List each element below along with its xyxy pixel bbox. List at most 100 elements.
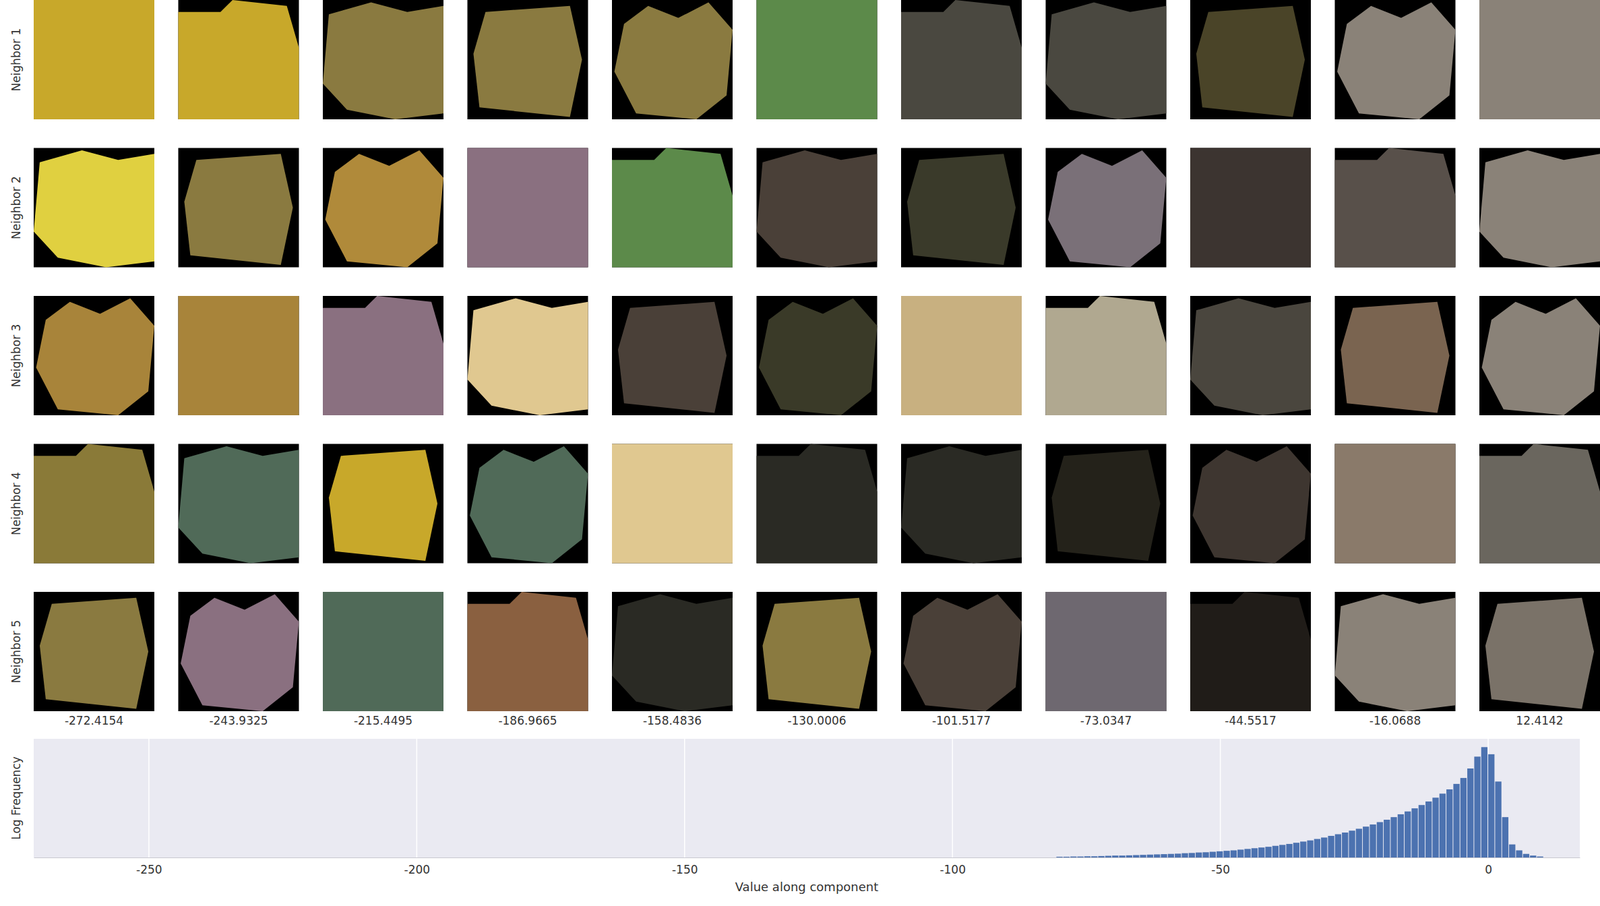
patch-background xyxy=(178,444,300,564)
patch-background xyxy=(1045,444,1167,564)
bar xyxy=(1167,853,1175,858)
bar xyxy=(1536,856,1543,858)
bar xyxy=(1314,839,1321,858)
patch-background xyxy=(1335,591,1456,712)
patch-content xyxy=(611,444,733,564)
patch xyxy=(1335,0,1456,120)
patch-background xyxy=(756,444,878,564)
patch xyxy=(756,0,878,120)
patch xyxy=(322,295,444,416)
patch-background xyxy=(901,591,1022,712)
patch xyxy=(322,591,444,712)
bar xyxy=(1356,828,1363,858)
column-label: -16.0688 xyxy=(1369,713,1421,728)
patch-background xyxy=(467,295,589,416)
patch xyxy=(1479,148,1600,268)
x-tick-label: -200 xyxy=(404,862,431,877)
patch-background xyxy=(1335,148,1456,268)
bar xyxy=(1425,801,1432,858)
bar xyxy=(1160,853,1167,858)
patch-content xyxy=(1190,148,1311,268)
patch-background xyxy=(611,444,733,564)
patch-content xyxy=(1045,591,1167,712)
bar xyxy=(1070,856,1077,858)
patch xyxy=(322,444,444,564)
bar xyxy=(1369,824,1376,858)
x-tick-label: -150 xyxy=(671,862,699,877)
patch-content xyxy=(1479,150,1600,267)
patch xyxy=(1190,0,1311,120)
patch-content xyxy=(1192,446,1311,563)
patch-background xyxy=(756,295,878,416)
patch-background xyxy=(1479,591,1600,712)
patch-background xyxy=(33,444,155,564)
patch-background xyxy=(611,0,733,120)
patch xyxy=(611,0,733,120)
patch-content xyxy=(762,597,871,710)
patch-content xyxy=(322,591,444,712)
patch xyxy=(178,295,300,416)
patch-content xyxy=(1335,594,1456,712)
patch xyxy=(611,148,733,268)
patch-content xyxy=(611,594,733,712)
bar xyxy=(1181,853,1188,858)
x-tick: -250 xyxy=(136,857,163,877)
bar xyxy=(1481,746,1488,858)
patch-content xyxy=(901,0,1022,120)
bar xyxy=(1209,851,1216,858)
column-label: 12.4142 xyxy=(1515,713,1563,728)
bar xyxy=(1383,819,1390,858)
bar xyxy=(1502,816,1509,858)
bar xyxy=(1473,756,1481,858)
bar xyxy=(1063,856,1070,858)
column-label: -243.9325 xyxy=(208,713,268,728)
patch-content xyxy=(611,148,733,268)
patch xyxy=(1045,295,1167,416)
bar xyxy=(1300,841,1307,858)
patch xyxy=(611,444,733,564)
bar xyxy=(1327,835,1334,858)
patch-background xyxy=(178,295,300,416)
bar xyxy=(1244,848,1251,858)
column-label: -73.0347 xyxy=(1080,713,1132,728)
patch-background xyxy=(901,148,1022,268)
x-tick: -100 xyxy=(939,857,966,877)
patch-background xyxy=(322,591,444,712)
bar xyxy=(1195,852,1202,858)
patch xyxy=(901,0,1022,120)
x-tick-label: -50 xyxy=(1211,862,1230,877)
bar xyxy=(1230,849,1237,858)
bar xyxy=(1139,854,1146,858)
patch xyxy=(178,591,300,712)
patch-content xyxy=(322,295,444,416)
patch xyxy=(467,295,589,416)
patch xyxy=(1479,0,1600,120)
patch-content xyxy=(33,0,155,120)
patch-background xyxy=(33,295,155,416)
column-label: -186.9665 xyxy=(498,713,557,728)
patch xyxy=(1190,444,1311,564)
x-axis: -250-200-150-100-500 xyxy=(34,857,1581,877)
patch-content xyxy=(756,150,878,267)
patch xyxy=(33,295,155,416)
bar xyxy=(1376,822,1383,858)
bar xyxy=(1509,844,1516,858)
patch-content xyxy=(180,594,299,712)
patch-grid xyxy=(33,0,1600,712)
bar xyxy=(1306,840,1313,858)
patch-background xyxy=(467,591,589,712)
patch-background xyxy=(1045,0,1167,120)
patch xyxy=(1479,295,1600,416)
patch-content xyxy=(903,594,1022,712)
bar xyxy=(1118,855,1125,858)
patch xyxy=(178,148,300,268)
bar xyxy=(1223,850,1230,858)
patch xyxy=(611,591,733,712)
patch xyxy=(1045,444,1167,564)
patch xyxy=(467,591,589,712)
bar xyxy=(1446,789,1453,858)
patch-content xyxy=(758,298,877,416)
patch xyxy=(322,0,444,120)
patch-content xyxy=(178,446,300,563)
patch-background xyxy=(901,0,1022,120)
